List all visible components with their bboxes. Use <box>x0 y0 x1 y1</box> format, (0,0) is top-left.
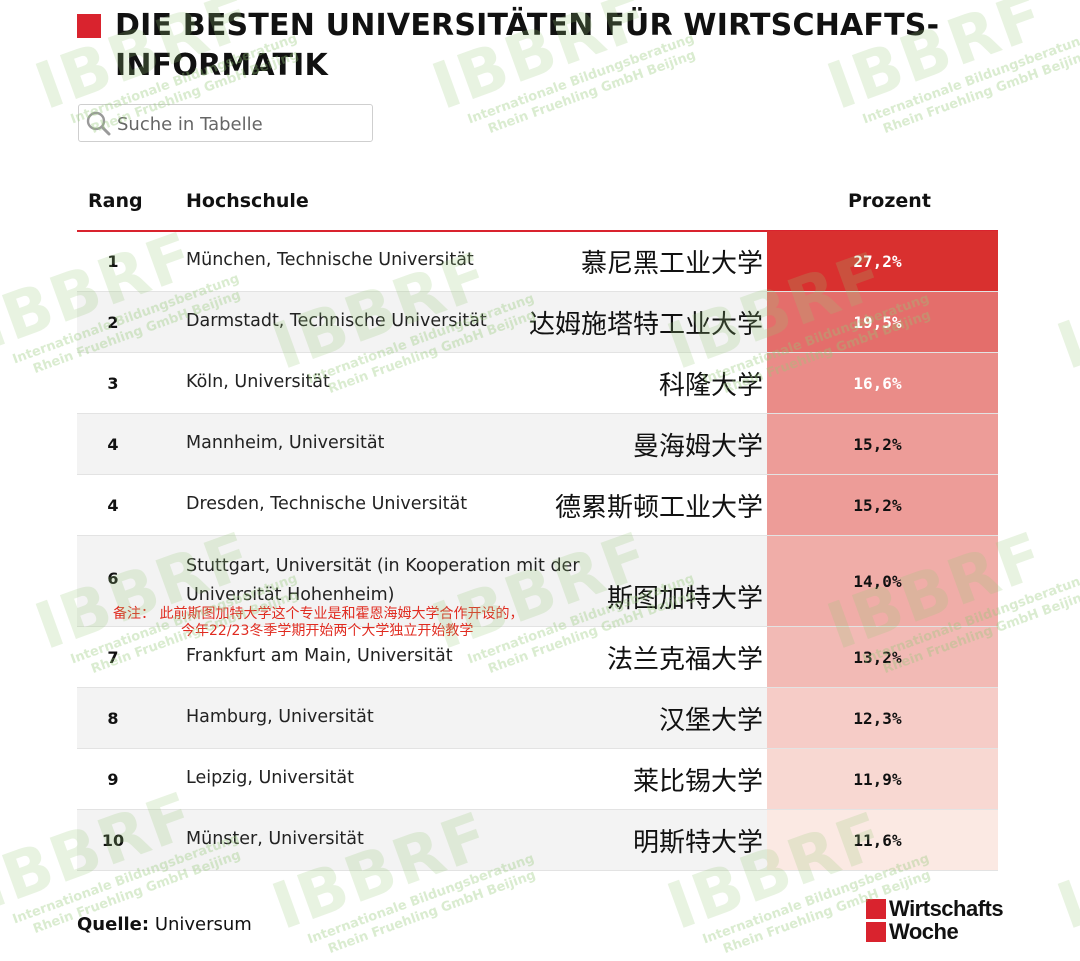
wirtschaftswoche-logo: Wirtschafts Woche <box>866 898 1006 944</box>
rank-cell: 8 <box>107 709 119 728</box>
percent-heat-cell: 15,2% <box>767 414 998 474</box>
rank-cell: 2 <box>107 313 119 332</box>
rank-cell: 9 <box>107 770 119 789</box>
rank-cell: 1 <box>107 252 119 271</box>
percent-heat-cell: 12,3% <box>767 688 998 748</box>
percent-heat-cell: 11,9% <box>767 749 998 809</box>
header-divider <box>77 230 998 232</box>
title-marker <box>77 14 101 38</box>
rank-cell: 7 <box>107 648 119 667</box>
logo-text-line1: Wirtschafts <box>889 896 1004 921</box>
column-header-rank[interactable]: Rang <box>88 190 143 212</box>
school-cell: Mannheim, Universität <box>186 433 385 453</box>
school-cell: Leipzig, Universität <box>186 768 354 788</box>
rank-cell: 10 <box>101 831 125 850</box>
percent-heat-cell: 14,0% <box>767 536 998 626</box>
table-search[interactable] <box>78 104 373 142</box>
percent-heat-cell: 13,2% <box>767 627 998 687</box>
chinese-name-label: 达姆施塔特工业大学 <box>528 310 763 340</box>
chinese-name-label: 德累斯顿工业大学 <box>554 493 763 523</box>
school-cell: Hamburg, Universität <box>186 707 374 727</box>
table-row: 9 Leipzig, Universität 莱比锡大学 11,9% <box>77 749 998 810</box>
chinese-name-label: 莱比锡大学 <box>632 767 763 797</box>
percent-value: 14,0% <box>853 572 902 591</box>
percent-heat-cell: 15,2% <box>767 475 998 535</box>
school-cell: Stuttgart, Universität (in Kooperation m… <box>186 556 580 605</box>
percent-heat-cell: 19,5% <box>767 292 998 352</box>
column-header-school[interactable]: Hochschule <box>186 190 309 212</box>
note-line-1: 备注： 此前斯图加特大学这个专业是和霍恩海姆大学合作开设的， <box>113 606 524 622</box>
chinese-name-label: 慕尼黑工业大学 <box>580 249 763 279</box>
percent-value: 16,6% <box>853 374 902 393</box>
watermark-logo-text: IBBRF <box>1048 238 1080 385</box>
percent-heat-cell: 11,6% <box>767 810 998 870</box>
source-value: Universum <box>154 914 252 935</box>
table-row: 8 Hamburg, Universität 汉堡大学 12,3% <box>77 688 998 749</box>
rank-cell: 3 <box>107 374 119 393</box>
watermark-line-1: Internationale Bildungsberatung <box>1072 303 1080 410</box>
school-cell: Köln, Universität <box>186 372 330 392</box>
percent-value: 11,9% <box>853 770 902 789</box>
table-row: 4 Mannheim, Universität 曼海姆大学 15,2% <box>77 414 998 475</box>
table-row: 2 Darmstadt, Technische Universität 达姆施塔特工… <box>77 292 998 353</box>
table-row: 1 München, Technische Universität 慕尼黑工业大学 2… <box>77 231 998 292</box>
watermark-line-2: Rhein Fruehling GmbH Beijing <box>326 867 538 957</box>
rank-cell: 6 <box>107 569 119 588</box>
logo-square-top <box>866 899 886 919</box>
rank-cell: 4 <box>107 435 119 454</box>
chinese-name-label: 斯图加特大学 <box>606 584 763 614</box>
table-row: 10 Münster, Universität 明斯特大学 11,6% <box>77 810 998 871</box>
chinese-name-label: 法兰克福大学 <box>606 645 763 675</box>
school-cell: Münster, Universität <box>186 829 364 849</box>
table-row: 7 Frankfurt am Main, Universität 法兰克福大学 13,… <box>77 627 998 688</box>
rank-cell: 4 <box>107 496 119 515</box>
search-icon <box>86 111 111 136</box>
school-cell: Dresden, Technische Universität <box>186 494 468 514</box>
watermark-logo-text: IBBRF <box>1048 798 1080 945</box>
source-credit: Quelle: Universum <box>77 914 252 935</box>
percent-value: 27,2% <box>853 252 902 271</box>
percent-heat-cell: 16,6% <box>767 353 998 413</box>
logo-square-bottom <box>866 922 886 942</box>
annotation-note: 备注： 此前斯图加特大学这个专业是和霍恩海姆大学合作开设的， 今年22/23冬季… <box>113 606 523 640</box>
chinese-name-label: 明斯特大学 <box>632 828 763 858</box>
percent-value: 12,3% <box>853 709 902 728</box>
percent-value: 15,2% <box>853 496 902 515</box>
chinese-name-label: 科隆大学 <box>658 371 763 401</box>
page-title: DIE BESTEN UNIVERSITÄTEN FÜR WIRTSCHAFTS… <box>115 8 940 83</box>
percent-value: 15,2% <box>853 435 902 454</box>
source-label: Quelle: <box>77 914 150 935</box>
watermark-line-1: Internationale Bildungsberatung <box>1072 863 1080 961</box>
chinese-name-label: 曼海姆大学 <box>632 432 763 462</box>
chinese-name-label: 汉堡大学 <box>658 706 763 736</box>
table-row: 3 Köln, Universität 科隆大学 16,6% <box>77 353 998 414</box>
percent-value: 19,5% <box>853 313 902 332</box>
search-input[interactable] <box>117 111 362 137</box>
percent-value: 13,2% <box>853 648 902 667</box>
table-row: 6 Stuttgart, Universität (in Kooperation … <box>77 536 998 627</box>
table-row: 4 Dresden, Technische Universität 德累斯顿工业大学… <box>77 475 998 536</box>
school-cell: Frankfurt am Main, Universität <box>186 646 453 666</box>
percent-value: 11,6% <box>853 831 902 850</box>
note-line-2: 今年22/23冬季学期开始两个大学独立开始教学 <box>181 623 474 639</box>
percent-heat-cell: 27,2% <box>767 231 998 291</box>
column-header-percent[interactable]: Prozent <box>848 190 931 212</box>
school-cell: München, Technische Universität <box>186 250 474 270</box>
logo-text-line2: Woche <box>889 919 959 944</box>
school-cell: Darmstadt, Technische Universität <box>186 311 487 331</box>
